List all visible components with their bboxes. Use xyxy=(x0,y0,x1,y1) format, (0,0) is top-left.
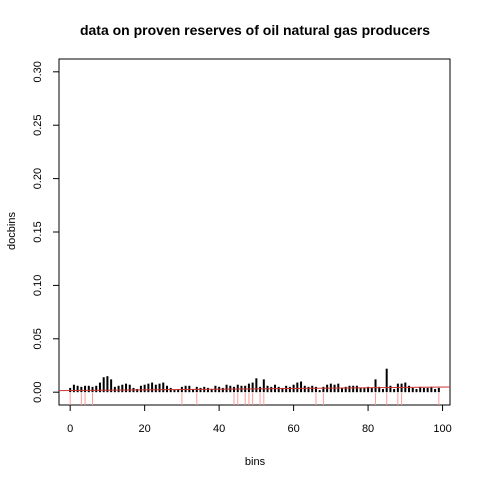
plot-frame xyxy=(58,58,451,406)
y-tick-label: 0.05 xyxy=(32,328,44,349)
x-tick-label: 20 xyxy=(139,423,151,435)
x-tick-label: 0 xyxy=(67,423,73,435)
x-tick-label: 100 xyxy=(433,423,451,435)
y-tick-label: 0.10 xyxy=(32,275,44,296)
x-tick-label: 40 xyxy=(213,423,225,435)
y-tick-label: 0.25 xyxy=(32,114,44,135)
marks-layer: 0 20 40 60 80 100 0.00 0.05 0.10 0.15 0.20 0.25 0.30 xyxy=(32,61,452,435)
y-tick-label: 0.20 xyxy=(32,168,44,189)
x-axis-label: bins xyxy=(245,456,266,468)
density-line xyxy=(58,386,451,392)
y-axis-label: docbins xyxy=(6,212,18,250)
y-tick-label: 0.30 xyxy=(32,61,44,82)
x-tick-label: 60 xyxy=(287,423,299,435)
y-tick-label: 0.15 xyxy=(32,221,44,242)
y-tick-label: 0.00 xyxy=(32,381,44,402)
chart-title: data on proven reserves of oil natural g… xyxy=(80,22,430,38)
x-tick-label: 80 xyxy=(362,423,374,435)
